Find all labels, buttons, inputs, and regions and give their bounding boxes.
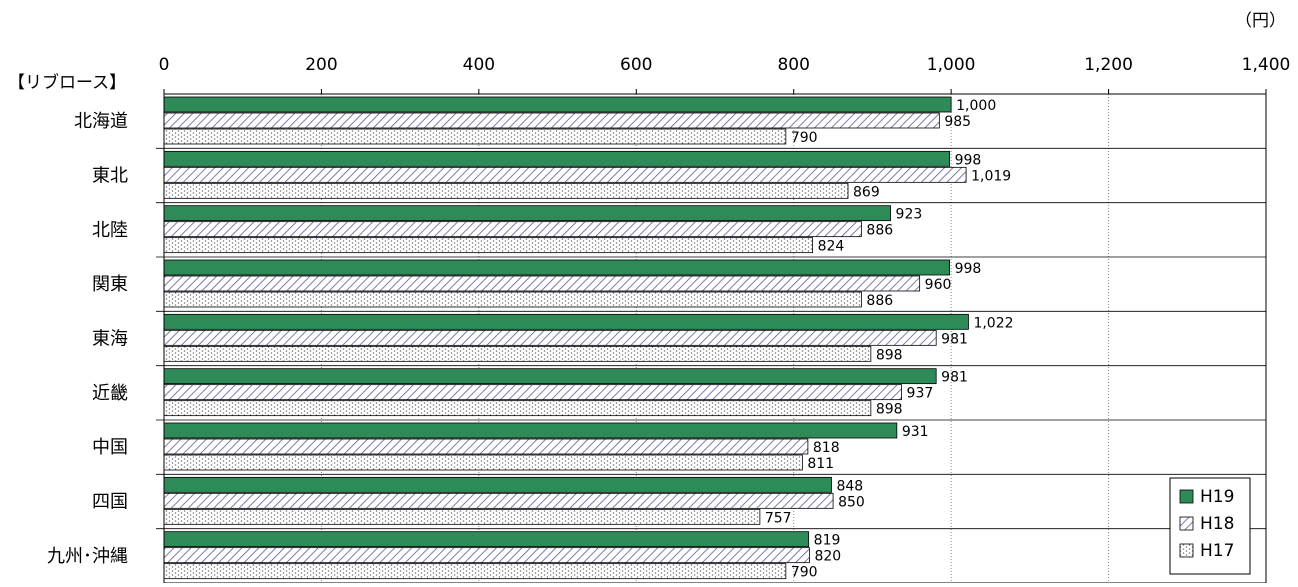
value-label: 886 [866, 223, 893, 239]
category-label: 北海道 [74, 111, 128, 132]
unit-label: （円） [1235, 11, 1286, 31]
category-label: 近畿 [92, 383, 128, 404]
legend-label: H19 [1200, 487, 1234, 507]
bar-h17 [163, 400, 872, 417]
value-label: 998 [955, 261, 982, 277]
category-label: 中国 [92, 437, 128, 458]
value-label: 937 [907, 386, 934, 402]
bar-h19 [163, 96, 952, 113]
bar-h17 [163, 345, 872, 362]
value-label: 824 [818, 239, 845, 255]
labels: 北海道1,000985790東北9981,019869北陸923886824関東… [47, 98, 1014, 581]
value-label: 931 [902, 424, 929, 440]
legend-swatch-h18 [1179, 516, 1194, 531]
bar-h17 [163, 128, 787, 145]
bar-h18 [163, 329, 937, 346]
value-label: 819 [814, 533, 841, 549]
category-label: 九州･沖縄 [47, 546, 128, 567]
value-label: 960 [925, 277, 952, 293]
value-label: 869 [853, 184, 880, 200]
value-label: 850 [838, 494, 865, 510]
category-label: 関東 [92, 274, 128, 295]
value-label: 848 [836, 478, 863, 494]
bar-h19 [163, 368, 937, 385]
bar-h18 [163, 221, 862, 238]
bar-h19 [163, 150, 950, 167]
bar-h18 [163, 384, 902, 401]
x-tick-label: 800 [777, 55, 809, 75]
value-label: 923 [896, 207, 923, 223]
x-tick-label: 0 [159, 55, 170, 75]
bar-h17 [163, 508, 761, 525]
x-tick-label: 600 [620, 55, 652, 75]
value-label: 1,022 [973, 315, 1013, 331]
bar-h19 [163, 313, 969, 330]
bar-h19 [163, 476, 832, 493]
category-label: 東北 [92, 166, 128, 187]
value-label: 820 [814, 549, 841, 565]
category-label: 東海 [92, 329, 128, 350]
bar-h17 [163, 454, 803, 471]
axis-ticks: 0 200 400 600 800 1,000 1,200 1,400 [159, 55, 1291, 94]
x-tick-label: 400 [463, 55, 495, 75]
bar-h18 [163, 492, 834, 509]
x-tick-label: 1,400 [1242, 55, 1291, 75]
section-label: 【リブロース】 [8, 72, 126, 93]
legend-label: H18 [1200, 514, 1234, 534]
legend-label: H17 [1200, 541, 1234, 561]
value-label: 811 [807, 456, 834, 472]
bar-h17 [163, 182, 849, 199]
bar-h17 [163, 291, 862, 308]
value-label: 757 [765, 510, 792, 526]
bar-h17 [163, 237, 814, 254]
category-label: 四国 [92, 492, 128, 513]
bar-h17 [163, 563, 787, 580]
bar-h19 [163, 531, 810, 548]
bar-h19 [163, 259, 950, 276]
value-label: 1,000 [956, 98, 996, 114]
value-label: 886 [866, 293, 893, 309]
value-label: 981 [941, 370, 968, 386]
value-label: 981 [941, 331, 968, 347]
value-label: 818 [813, 440, 840, 456]
bar-h19 [163, 205, 891, 222]
bar-h18 [163, 112, 940, 129]
legend-swatch-h19 [1179, 489, 1194, 504]
x-tick-label: 1,000 [927, 55, 976, 75]
value-label: 1,019 [971, 168, 1011, 184]
legend-swatch-h17 [1179, 543, 1194, 558]
value-label: 985 [944, 114, 971, 130]
value-label: 790 [791, 565, 818, 581]
category-label: 北陸 [92, 220, 128, 241]
value-label: 898 [876, 402, 903, 418]
bar-h18 [163, 438, 809, 455]
bar-h18 [163, 275, 921, 292]
bar-h18 [163, 547, 810, 564]
bar-h19 [163, 422, 898, 439]
x-tick-label: 1,200 [1084, 55, 1133, 75]
value-label: 898 [876, 347, 903, 363]
bar-h18 [163, 166, 967, 183]
legend: H19 H18 H17 [1169, 477, 1251, 575]
value-label: 790 [791, 130, 818, 146]
x-tick-label: 200 [305, 55, 337, 75]
value-label: 998 [955, 152, 982, 168]
